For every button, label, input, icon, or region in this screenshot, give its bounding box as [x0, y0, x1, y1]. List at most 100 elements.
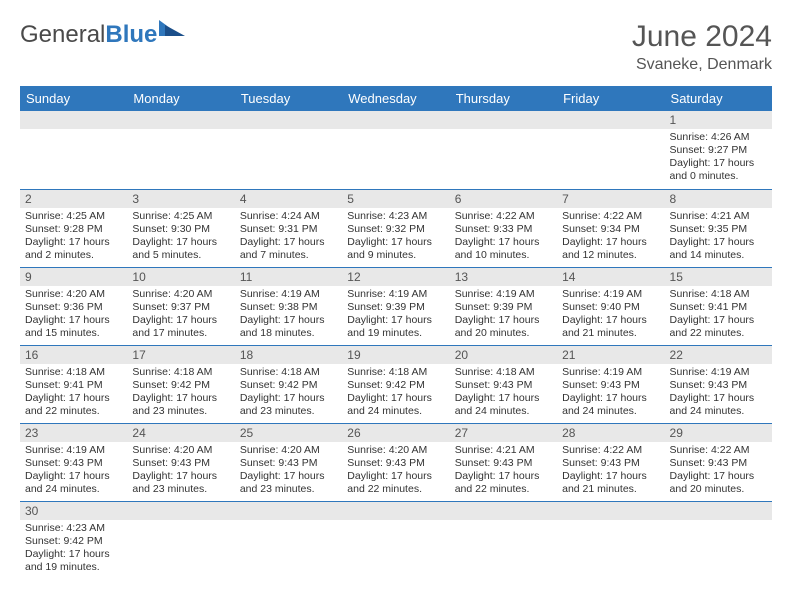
- day-header: Monday: [127, 86, 234, 111]
- day-header: Sunday: [20, 86, 127, 111]
- day-number: [20, 111, 127, 129]
- day-details: Sunrise: 4:22 AMSunset: 9:34 PMDaylight:…: [557, 208, 664, 267]
- day-details: Sunrise: 4:23 AMSunset: 9:42 PMDaylight:…: [20, 520, 127, 579]
- calendar-cell: [342, 501, 449, 579]
- calendar-cell: [20, 111, 127, 189]
- day-details: Sunrise: 4:18 AMSunset: 9:43 PMDaylight:…: [450, 364, 557, 423]
- calendar-cell: 27Sunrise: 4:21 AMSunset: 9:43 PMDayligh…: [450, 423, 557, 501]
- calendar-cell: 17Sunrise: 4:18 AMSunset: 9:42 PMDayligh…: [127, 345, 234, 423]
- day-number: 30: [20, 502, 127, 520]
- brand-logo: GeneralBlue: [20, 20, 185, 50]
- calendar-cell: 4Sunrise: 4:24 AMSunset: 9:31 PMDaylight…: [235, 189, 342, 267]
- day-number: [235, 502, 342, 520]
- day-header: Tuesday: [235, 86, 342, 111]
- day-number: 5: [342, 190, 449, 208]
- day-details: Sunrise: 4:22 AMSunset: 9:43 PMDaylight:…: [665, 442, 772, 501]
- day-number: 21: [557, 346, 664, 364]
- day-number: [557, 502, 664, 520]
- calendar-cell: [450, 111, 557, 189]
- calendar-cell: 2Sunrise: 4:25 AMSunset: 9:28 PMDaylight…: [20, 189, 127, 267]
- calendar-location: Svaneke, Denmark: [632, 56, 772, 74]
- day-details: Sunrise: 4:26 AMSunset: 9:27 PMDaylight:…: [665, 129, 772, 188]
- day-number: 16: [20, 346, 127, 364]
- day-number: 12: [342, 268, 449, 286]
- calendar-cell: 12Sunrise: 4:19 AMSunset: 9:39 PMDayligh…: [342, 267, 449, 345]
- calendar-cell: 9Sunrise: 4:20 AMSunset: 9:36 PMDaylight…: [20, 267, 127, 345]
- day-details: Sunrise: 4:19 AMSunset: 9:43 PMDaylight:…: [557, 364, 664, 423]
- calendar-cell: 3Sunrise: 4:25 AMSunset: 9:30 PMDaylight…: [127, 189, 234, 267]
- day-number: 2: [20, 190, 127, 208]
- calendar-cell: 15Sunrise: 4:18 AMSunset: 9:41 PMDayligh…: [665, 267, 772, 345]
- calendar-cell: 30Sunrise: 4:23 AMSunset: 9:42 PMDayligh…: [20, 501, 127, 579]
- calendar-cell: 28Sunrise: 4:22 AMSunset: 9:43 PMDayligh…: [557, 423, 664, 501]
- calendar-cell: 20Sunrise: 4:18 AMSunset: 9:43 PMDayligh…: [450, 345, 557, 423]
- day-details: Sunrise: 4:18 AMSunset: 9:42 PMDaylight:…: [127, 364, 234, 423]
- calendar-cell: [665, 501, 772, 579]
- title-block: June 2024 Svaneke, Denmark: [632, 20, 772, 74]
- day-number: 22: [665, 346, 772, 364]
- day-number: 23: [20, 424, 127, 442]
- brand-part1: General: [20, 21, 105, 49]
- day-details: Sunrise: 4:19 AMSunset: 9:39 PMDaylight:…: [450, 286, 557, 345]
- day-details: Sunrise: 4:21 AMSunset: 9:35 PMDaylight:…: [665, 208, 772, 267]
- day-details: Sunrise: 4:18 AMSunset: 9:42 PMDaylight:…: [342, 364, 449, 423]
- day-number: 17: [127, 346, 234, 364]
- day-number: [557, 111, 664, 129]
- day-details: Sunrise: 4:23 AMSunset: 9:32 PMDaylight:…: [342, 208, 449, 267]
- day-details: Sunrise: 4:25 AMSunset: 9:30 PMDaylight:…: [127, 208, 234, 267]
- calendar-cell: 21Sunrise: 4:19 AMSunset: 9:43 PMDayligh…: [557, 345, 664, 423]
- day-number: 3: [127, 190, 234, 208]
- day-header: Wednesday: [342, 86, 449, 111]
- calendar-cell: 6Sunrise: 4:22 AMSunset: 9:33 PMDaylight…: [450, 189, 557, 267]
- calendar-cell: [235, 501, 342, 579]
- day-number: [450, 502, 557, 520]
- calendar-cell: 14Sunrise: 4:19 AMSunset: 9:40 PMDayligh…: [557, 267, 664, 345]
- day-number: [235, 111, 342, 129]
- calendar-cell: 22Sunrise: 4:19 AMSunset: 9:43 PMDayligh…: [665, 345, 772, 423]
- day-number: 26: [342, 424, 449, 442]
- day-details: Sunrise: 4:18 AMSunset: 9:41 PMDaylight:…: [665, 286, 772, 345]
- calendar-cell: 1Sunrise: 4:26 AMSunset: 9:27 PMDaylight…: [665, 111, 772, 189]
- day-number: 29: [665, 424, 772, 442]
- calendar-body: 1Sunrise: 4:26 AMSunset: 9:27 PMDaylight…: [20, 111, 772, 579]
- calendar-cell: [557, 501, 664, 579]
- day-details: Sunrise: 4:20 AMSunset: 9:43 PMDaylight:…: [235, 442, 342, 501]
- calendar-cell: 23Sunrise: 4:19 AMSunset: 9:43 PMDayligh…: [20, 423, 127, 501]
- calendar-title: June 2024: [632, 20, 772, 54]
- calendar-cell: 18Sunrise: 4:18 AMSunset: 9:42 PMDayligh…: [235, 345, 342, 423]
- calendar-cell: [127, 111, 234, 189]
- day-number: [450, 111, 557, 129]
- day-header: Saturday: [665, 86, 772, 111]
- calendar-cell: 7Sunrise: 4:22 AMSunset: 9:34 PMDaylight…: [557, 189, 664, 267]
- calendar-cell: 25Sunrise: 4:20 AMSunset: 9:43 PMDayligh…: [235, 423, 342, 501]
- calendar-cell: 19Sunrise: 4:18 AMSunset: 9:42 PMDayligh…: [342, 345, 449, 423]
- calendar-cell: 8Sunrise: 4:21 AMSunset: 9:35 PMDaylight…: [665, 189, 772, 267]
- day-details: Sunrise: 4:18 AMSunset: 9:42 PMDaylight:…: [235, 364, 342, 423]
- day-number: 27: [450, 424, 557, 442]
- day-number: 13: [450, 268, 557, 286]
- calendar-cell: [342, 111, 449, 189]
- day-details: Sunrise: 4:18 AMSunset: 9:41 PMDaylight:…: [20, 364, 127, 423]
- day-details: Sunrise: 4:20 AMSunset: 9:37 PMDaylight:…: [127, 286, 234, 345]
- calendar-cell: 13Sunrise: 4:19 AMSunset: 9:39 PMDayligh…: [450, 267, 557, 345]
- day-number: [127, 502, 234, 520]
- calendar-cell: 29Sunrise: 4:22 AMSunset: 9:43 PMDayligh…: [665, 423, 772, 501]
- day-number: 28: [557, 424, 664, 442]
- day-number: 25: [235, 424, 342, 442]
- day-details: Sunrise: 4:22 AMSunset: 9:33 PMDaylight:…: [450, 208, 557, 267]
- day-details: Sunrise: 4:19 AMSunset: 9:39 PMDaylight:…: [342, 286, 449, 345]
- day-number: 24: [127, 424, 234, 442]
- day-details: Sunrise: 4:19 AMSunset: 9:43 PMDaylight:…: [665, 364, 772, 423]
- day-number: 1: [665, 111, 772, 129]
- day-number: 4: [235, 190, 342, 208]
- day-number: 14: [557, 268, 664, 286]
- day-number: 19: [342, 346, 449, 364]
- calendar-cell: [235, 111, 342, 189]
- day-details: Sunrise: 4:19 AMSunset: 9:43 PMDaylight:…: [20, 442, 127, 501]
- day-details: Sunrise: 4:19 AMSunset: 9:38 PMDaylight:…: [235, 286, 342, 345]
- brand-part2: Blue: [105, 21, 157, 49]
- day-number: [342, 111, 449, 129]
- day-details: Sunrise: 4:20 AMSunset: 9:36 PMDaylight:…: [20, 286, 127, 345]
- day-details: Sunrise: 4:20 AMSunset: 9:43 PMDaylight:…: [342, 442, 449, 501]
- day-details: Sunrise: 4:21 AMSunset: 9:43 PMDaylight:…: [450, 442, 557, 501]
